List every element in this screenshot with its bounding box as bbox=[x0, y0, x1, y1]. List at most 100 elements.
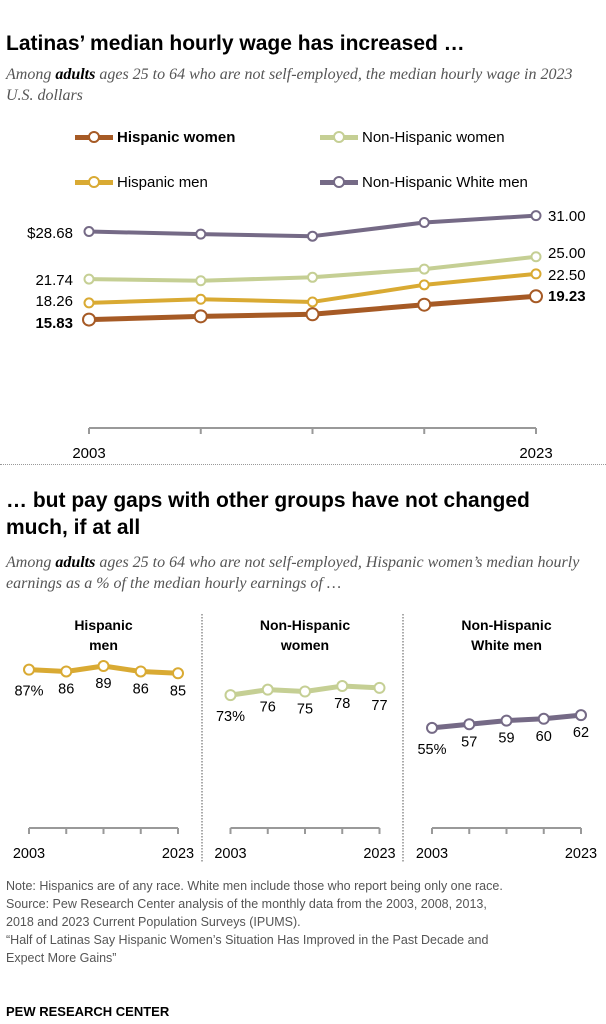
panel-title: Hispanic bbox=[74, 617, 133, 633]
data-point bbox=[307, 296, 318, 308]
data-point bbox=[193, 309, 208, 324]
subtitle-text: ages 25 to 64 who are not self-employed,… bbox=[6, 554, 580, 592]
chart-title-top: Latinas’ median hourly wage has increase… bbox=[6, 32, 465, 55]
chart-subtitle-top: Among adults ages 25 to 64 who are not s… bbox=[6, 64, 601, 106]
report-title-line: Expect More Gains” bbox=[6, 951, 117, 965]
subtitle-text: Among bbox=[6, 66, 56, 83]
chart-title-bottom: … but pay gaps with other groups have no… bbox=[6, 489, 530, 539]
legend-hispanic-men: Hispanic men bbox=[75, 174, 208, 191]
data-label: 19.23 bbox=[548, 288, 586, 305]
panel-title: Non-Hispanic bbox=[260, 617, 350, 633]
data-label: 78 bbox=[334, 696, 350, 712]
source-line: 2018 and 2023 Current Population Surveys… bbox=[6, 915, 301, 929]
legend-non-hispanic-women: Non-Hispanic women bbox=[320, 129, 505, 146]
data-point bbox=[224, 689, 237, 702]
data-point bbox=[195, 293, 207, 305]
brand-label: PEW RESEARCH CENTER bbox=[6, 1004, 170, 1019]
x-tick-label: 2003 bbox=[416, 846, 448, 862]
panel-title: Non-Hispanic bbox=[461, 617, 551, 633]
data-label: 87% bbox=[14, 684, 43, 700]
data-point bbox=[575, 709, 587, 722]
data-point bbox=[307, 271, 318, 283]
data-point bbox=[23, 663, 35, 676]
data-point bbox=[529, 289, 543, 304]
data-point bbox=[305, 307, 320, 322]
source-line: Source: Pew Research Center analysis of … bbox=[6, 897, 487, 911]
data-point bbox=[500, 714, 513, 727]
data-point bbox=[373, 681, 386, 694]
data-point bbox=[307, 230, 318, 242]
data-label: 89 bbox=[95, 676, 111, 692]
legend-swatch bbox=[320, 131, 358, 143]
data-label: 86 bbox=[133, 681, 149, 697]
legend-swatch bbox=[75, 176, 113, 188]
x-tick-label: 2023 bbox=[363, 846, 395, 862]
data-point bbox=[261, 683, 274, 696]
data-label: 76 bbox=[260, 700, 276, 716]
data-point bbox=[426, 721, 438, 734]
data-point bbox=[417, 297, 432, 312]
data-point bbox=[60, 665, 73, 678]
x-tick-label: 2003 bbox=[13, 846, 45, 862]
data-label: 22.50 bbox=[548, 267, 586, 284]
data-label: 73% bbox=[216, 709, 245, 725]
data-point bbox=[336, 680, 349, 693]
x-tick-label: 2023 bbox=[519, 445, 552, 462]
data-point bbox=[418, 263, 430, 275]
data-label: 25.00 bbox=[548, 245, 586, 262]
data-label: 15.83 bbox=[35, 315, 73, 332]
subtitle-text: ages 25 to 64 who are not self-employed,… bbox=[6, 66, 573, 104]
data-point bbox=[83, 297, 95, 309]
panel-title: men bbox=[89, 637, 118, 653]
data-label: 59 bbox=[498, 731, 514, 747]
data-point bbox=[418, 217, 430, 228]
data-point bbox=[97, 660, 110, 673]
footnote: Note: Hispanics are of any race. White m… bbox=[6, 877, 606, 967]
x-tick-label: 2003 bbox=[72, 445, 105, 462]
data-point bbox=[195, 275, 207, 287]
panel-title: women bbox=[280, 637, 329, 653]
data-point bbox=[83, 226, 95, 238]
x-tick-label: 2023 bbox=[565, 846, 597, 862]
data-point bbox=[83, 273, 95, 285]
panel-title: White men bbox=[471, 637, 542, 653]
data-label: 18.26 bbox=[35, 293, 73, 310]
data-point bbox=[463, 718, 476, 731]
data-label: 60 bbox=[536, 729, 552, 745]
data-label: 31.00 bbox=[548, 208, 586, 225]
data-label: 86 bbox=[58, 681, 74, 697]
legend-non-hispanic-white-men: Non-Hispanic White men bbox=[320, 174, 528, 191]
legend-label: Hispanic women bbox=[117, 129, 236, 146]
legend-swatch bbox=[75, 131, 113, 143]
report-title-line: “Half of Latinas Say Hispanic Women’s Si… bbox=[6, 933, 489, 947]
subtitle-emphasis: adults bbox=[55, 66, 96, 83]
legend-label: Non-Hispanic women bbox=[362, 129, 505, 146]
data-point bbox=[172, 667, 184, 680]
legend-label: Non-Hispanic White men bbox=[362, 174, 528, 191]
data-point bbox=[134, 665, 147, 678]
data-point bbox=[299, 685, 311, 698]
x-tick-label: 2003 bbox=[214, 846, 246, 862]
data-point bbox=[530, 251, 542, 263]
data-label: 75 bbox=[297, 702, 313, 718]
data-point bbox=[82, 312, 96, 327]
x-tick-label: 2023 bbox=[162, 846, 194, 862]
legend-label: Hispanic men bbox=[117, 174, 208, 191]
data-point bbox=[418, 279, 430, 291]
subtitle-text: Among bbox=[6, 554, 56, 571]
data-label: 85 bbox=[170, 683, 186, 699]
data-point bbox=[530, 268, 542, 280]
note-line: Note: Hispanics are of any race. White m… bbox=[6, 879, 503, 893]
legend-swatch bbox=[320, 176, 358, 188]
data-label: 62 bbox=[573, 725, 589, 741]
data-label: $28.68 bbox=[27, 225, 73, 242]
data-label: 55% bbox=[417, 742, 446, 758]
data-label: 77 bbox=[371, 698, 387, 714]
data-point bbox=[537, 712, 550, 725]
data-point bbox=[530, 210, 542, 222]
subtitle-emphasis: adults bbox=[55, 554, 96, 571]
legend-hispanic-women: Hispanic women bbox=[75, 129, 235, 146]
divider bbox=[0, 464, 606, 465]
